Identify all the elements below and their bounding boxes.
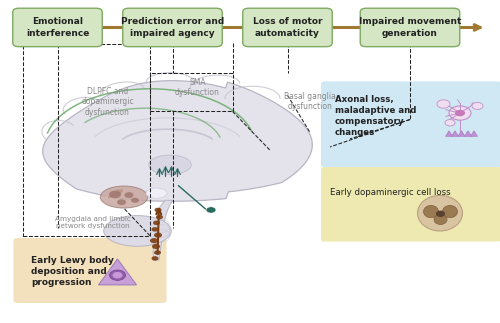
Circle shape [455,110,465,116]
Bar [150,73,232,111]
Polygon shape [452,131,458,136]
Polygon shape [98,259,136,285]
Circle shape [449,106,471,120]
Circle shape [124,192,134,198]
FancyBboxPatch shape [122,8,222,47]
Ellipse shape [418,195,463,231]
Circle shape [152,256,158,261]
Ellipse shape [100,186,148,208]
FancyBboxPatch shape [360,8,460,47]
Ellipse shape [149,155,191,174]
Circle shape [153,221,160,225]
Circle shape [110,270,126,280]
Polygon shape [464,131,471,136]
Polygon shape [470,131,478,136]
Text: Axonal loss,
maladaptive and
compensatory
changes: Axonal loss, maladaptive and compensator… [335,95,416,137]
Circle shape [109,191,121,198]
Circle shape [112,272,122,278]
Ellipse shape [434,215,447,224]
Polygon shape [458,131,465,136]
Circle shape [445,120,455,126]
Circle shape [152,244,160,249]
Bar [22,44,150,236]
Ellipse shape [442,205,458,218]
Circle shape [131,198,139,203]
Text: Early dopaminergic cell loss: Early dopaminergic cell loss [330,188,450,197]
Ellipse shape [436,211,445,217]
FancyBboxPatch shape [321,81,500,167]
Circle shape [117,199,126,205]
Circle shape [472,102,483,109]
Text: Prediction error and
impaired agency: Prediction error and impaired agency [121,17,224,37]
FancyBboxPatch shape [242,8,332,47]
Text: Basal ganglia
dysfunction: Basal ganglia dysfunction [284,92,336,111]
Ellipse shape [104,216,171,246]
Text: Loss of motor
automaticity: Loss of motor automaticity [253,17,322,37]
Polygon shape [42,81,312,201]
Polygon shape [153,200,172,260]
Text: Early Lewy body
deposition and
progression: Early Lewy body deposition and progressi… [31,256,114,287]
Circle shape [154,208,162,212]
Ellipse shape [146,188,167,198]
Circle shape [150,238,158,243]
Circle shape [206,207,216,213]
Text: Emotional
interference: Emotional interference [26,17,89,37]
Polygon shape [446,131,452,136]
Ellipse shape [424,205,438,218]
Text: Impaired movement
generation: Impaired movement generation [359,17,461,37]
Circle shape [154,250,161,255]
Circle shape [437,100,450,108]
Text: DLPFC and
dopaminergic
dysfunction: DLPFC and dopaminergic dysfunction [81,87,134,117]
FancyBboxPatch shape [14,238,166,303]
Circle shape [152,227,158,232]
FancyBboxPatch shape [13,8,102,47]
FancyBboxPatch shape [321,167,500,242]
Text: Amygdala and limbic
network dysfunction: Amygdala and limbic network dysfunction [54,216,130,229]
Circle shape [156,215,163,219]
Circle shape [154,233,162,238]
Text: SMA
dysfunction: SMA dysfunction [175,78,220,97]
